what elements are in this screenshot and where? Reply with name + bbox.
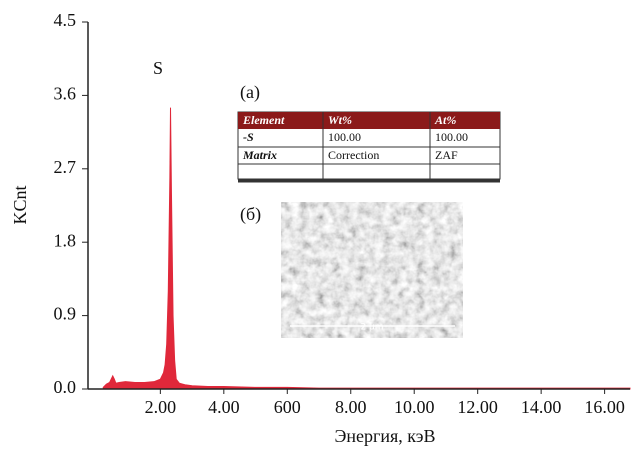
table-header: At% — [434, 113, 456, 127]
inset-table: Element Wt% At% -S 100.00 100.00 Matrix … — [237, 111, 501, 183]
table-cell: ZAF — [435, 148, 458, 162]
x-tick-label: 16.00 — [584, 397, 625, 417]
annotation: (a) — [240, 82, 260, 103]
y-tick-label: 0.9 — [54, 304, 77, 324]
x-tick-label: 8.00 — [335, 397, 367, 417]
y-tick-label: 3.6 — [54, 84, 77, 104]
y-axis-label: KCnt — [10, 185, 30, 224]
x-tick-label: 14.00 — [521, 397, 562, 417]
x-tick-label: 600 — [274, 397, 301, 417]
y-tick-label: 0.0 — [54, 377, 77, 397]
table-cell: 100.00 — [435, 130, 468, 144]
x-tick-label: 10.00 — [394, 397, 435, 417]
table-header: Element — [242, 113, 285, 127]
x-tick-label: 12.00 — [457, 397, 498, 417]
y-tick-label: 4.5 — [54, 10, 77, 30]
x-axis-label: Энергия, кэВ — [334, 426, 435, 446]
table-cell: 100.00 — [328, 130, 361, 144]
table-cell: Matrix — [242, 148, 277, 162]
annotation: S — [153, 58, 163, 78]
table-cell: Correction — [328, 148, 379, 162]
table-header: Wt% — [328, 113, 352, 127]
x-tick-label: 2.00 — [145, 397, 177, 417]
y-tick-label: 2.7 — [54, 157, 77, 177]
scale-label: 2 μm — [360, 323, 383, 333]
x-tick-label: 4.00 — [208, 397, 240, 417]
annotation: (б) — [240, 204, 261, 225]
table-cell: -S — [243, 130, 254, 144]
spectrum-area — [102, 107, 631, 390]
y-tick-label: 1.8 — [54, 230, 77, 250]
sem-image — [281, 202, 463, 338]
table-header-bg — [238, 112, 500, 129]
